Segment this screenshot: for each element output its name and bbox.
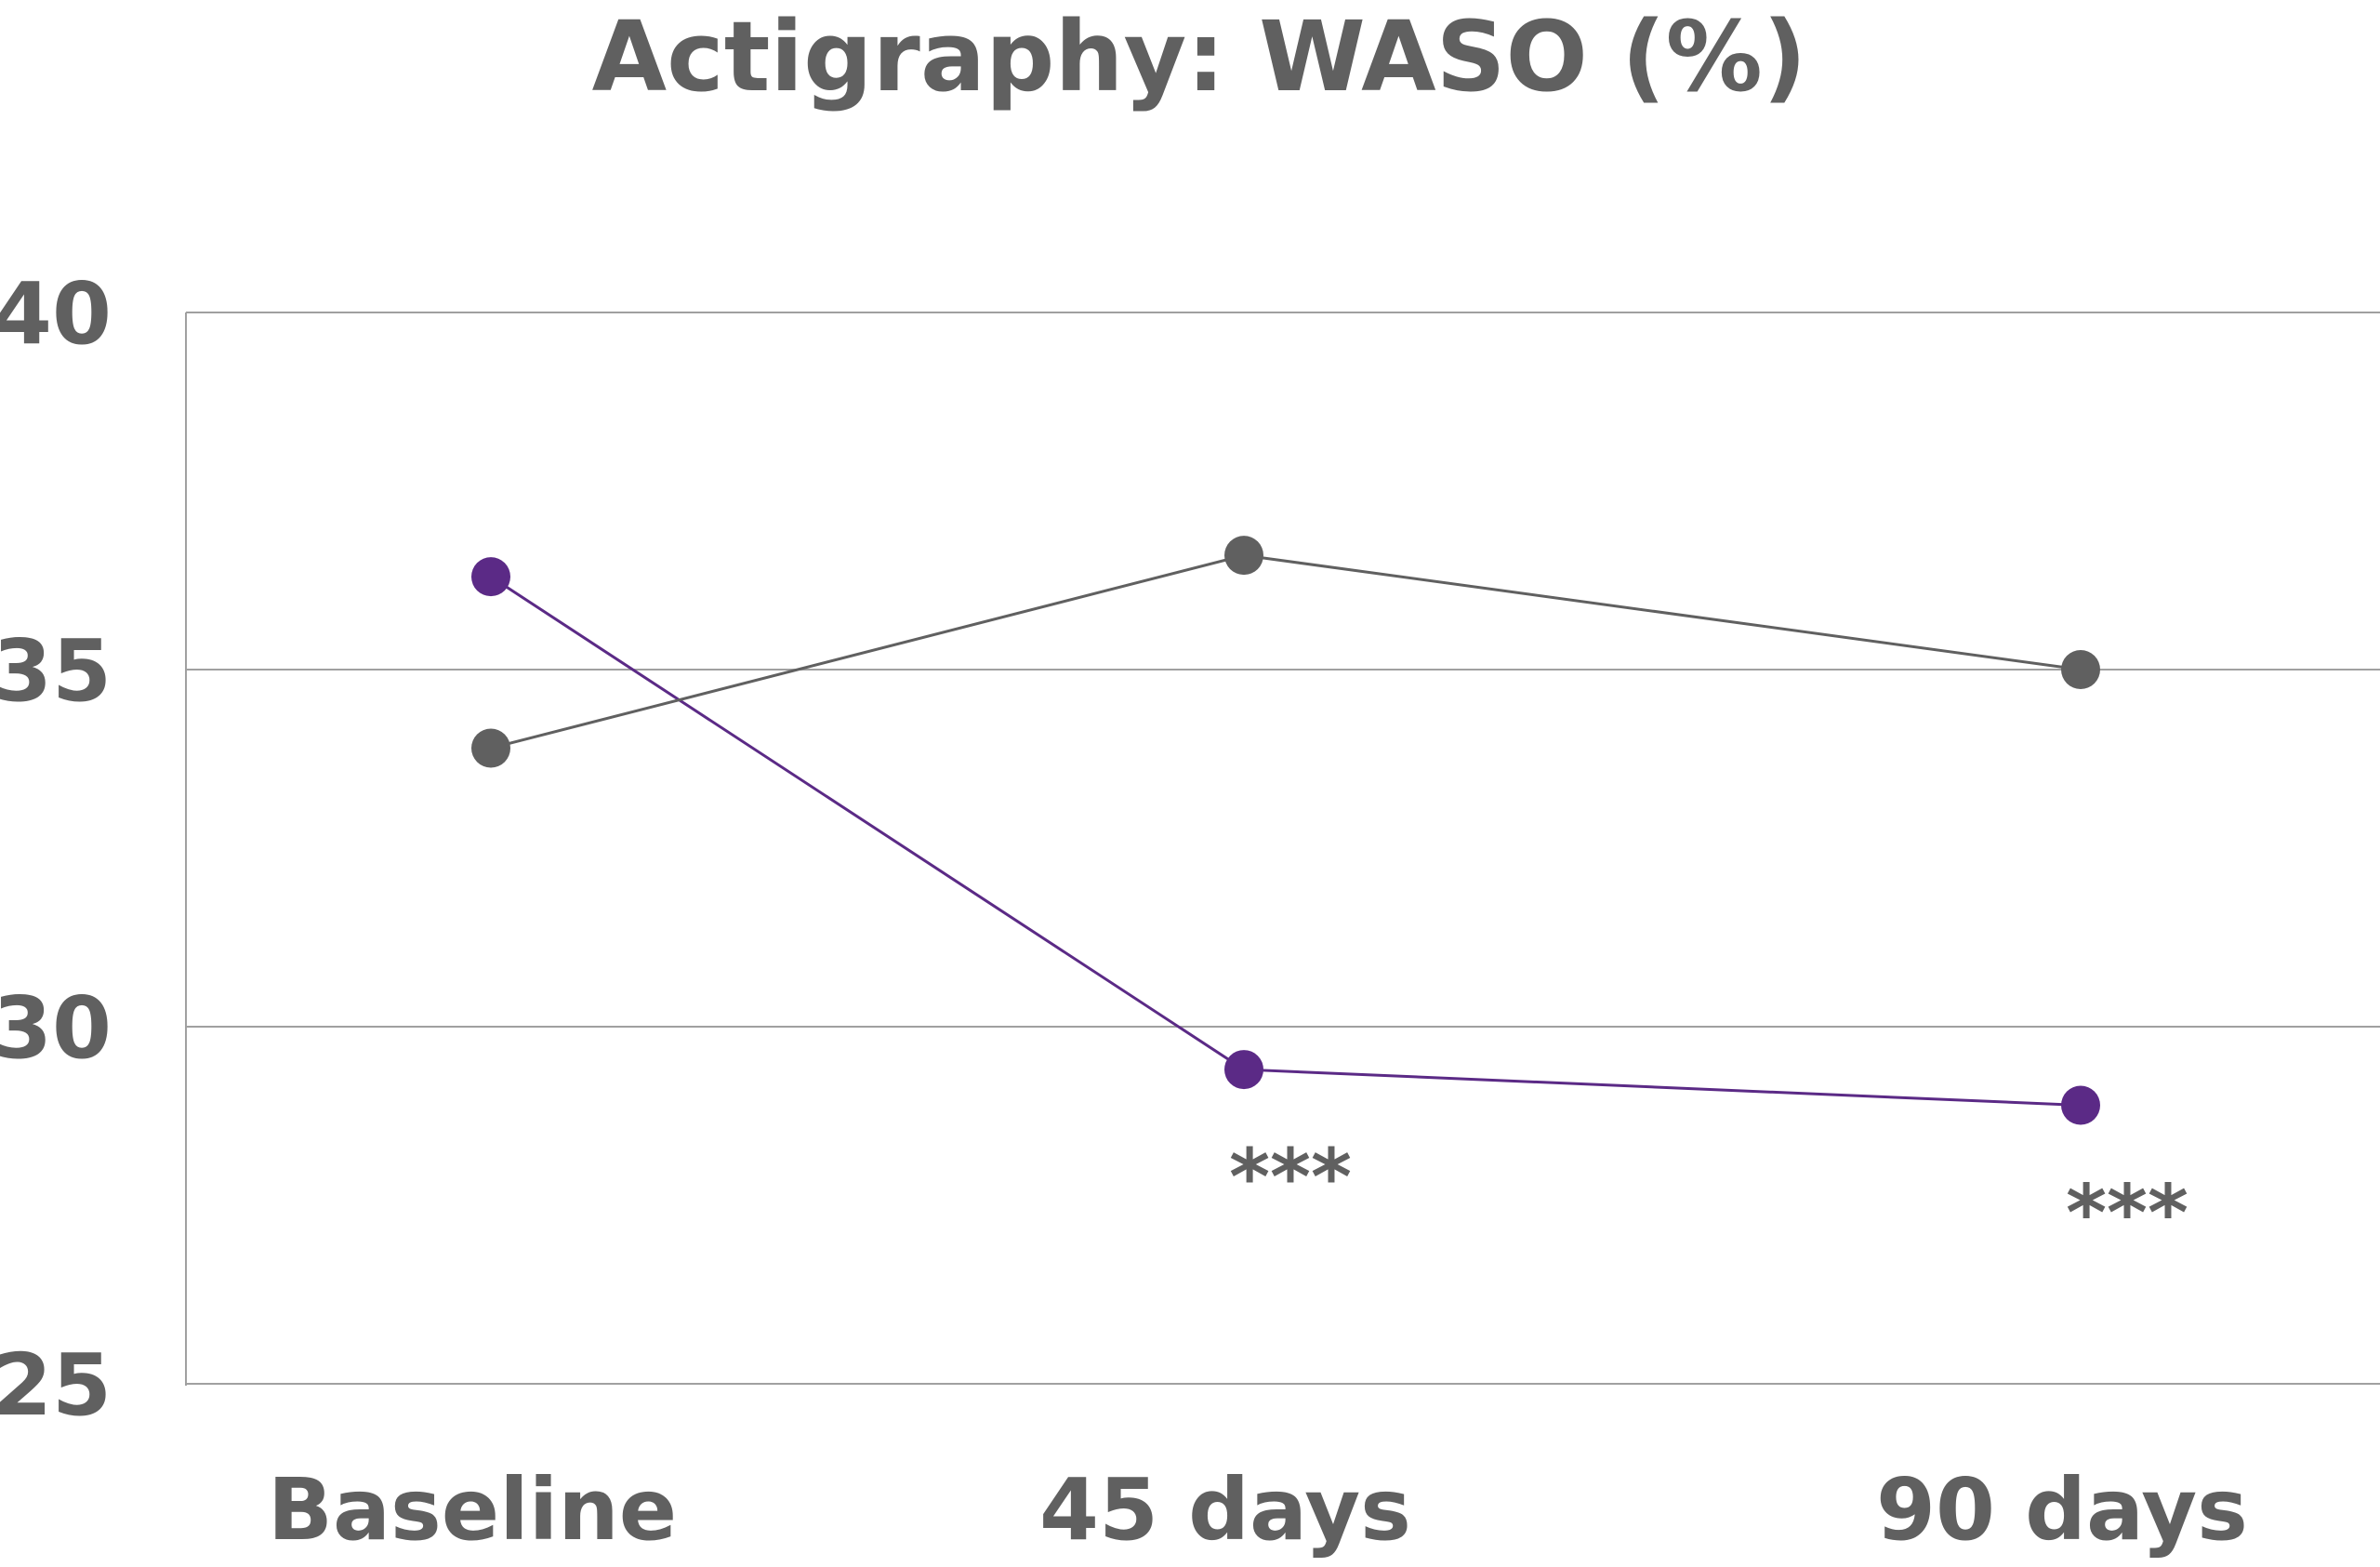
series-gray-point-baseline bbox=[471, 728, 510, 768]
series-purple-point-baseline bbox=[471, 557, 510, 597]
y-tick-label-35: 35 bbox=[0, 621, 112, 721]
series-gray-point-45-days bbox=[1224, 536, 1263, 576]
y-tick-label-30: 30 bbox=[0, 978, 112, 1078]
series-points bbox=[471, 536, 2100, 1125]
series-purple-point-90-days bbox=[2061, 1085, 2100, 1125]
significance-marker-90-days: *** bbox=[2066, 1167, 2188, 1258]
x-tick-label-baseline: Baseline bbox=[268, 1460, 677, 1560]
x-tick-label-45-days: 45 days bbox=[1039, 1460, 1411, 1560]
y-tick-label-25: 25 bbox=[0, 1335, 112, 1435]
series-lines bbox=[490, 553, 2082, 1107]
x-tick-label-90-days: 90 days bbox=[1876, 1460, 2248, 1560]
y-tick-label-40: 40 bbox=[0, 264, 112, 364]
x-tick-labels: Baseline 45 days 90 days bbox=[268, 1460, 2248, 1560]
significance-annotations: *** *** bbox=[1229, 1132, 2188, 1258]
series-gray-line bbox=[490, 553, 2082, 750]
series-gray-point-90-days bbox=[2061, 650, 2100, 689]
significance-marker-45-days: *** bbox=[1229, 1132, 1352, 1223]
chart-title: Actigraphy: WASO (%) bbox=[592, 0, 1807, 113]
series-purple-point-45-days bbox=[1224, 1050, 1263, 1090]
y-tick-labels: 25 30 35 40 bbox=[0, 264, 112, 1435]
gridlines bbox=[186, 312, 2380, 1385]
